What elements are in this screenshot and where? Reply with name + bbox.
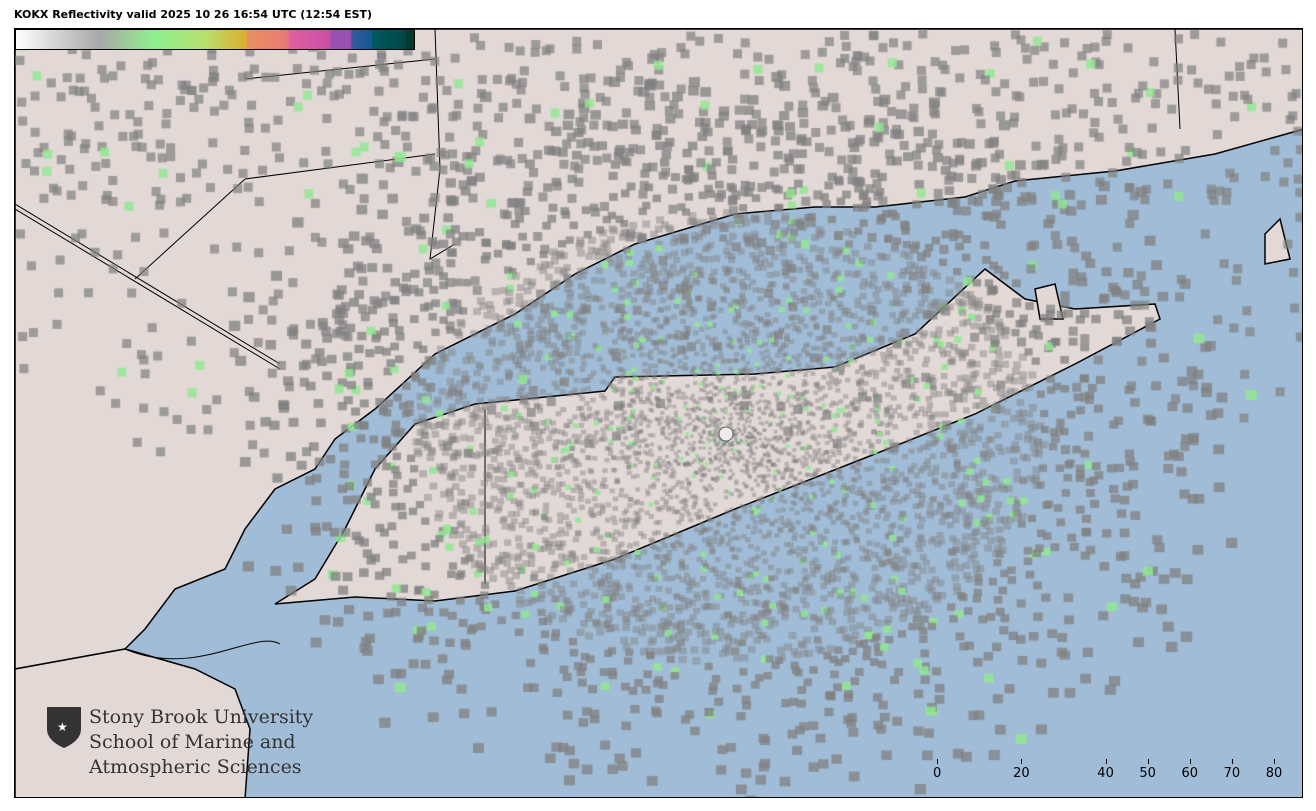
colorbar-tick (1189, 759, 1191, 764)
reflectivity-echoes (15, 29, 1302, 797)
colorbar-tick (1021, 759, 1023, 764)
colorbar-tick-label: 0 (933, 766, 942, 781)
colorbar-tick (1147, 759, 1149, 764)
colorbar-tick (937, 759, 939, 764)
colorbar-tick-label: 70 (1223, 766, 1241, 781)
logo-line: Stony Brook University (89, 706, 314, 728)
colorbar-tick-label: 20 (1013, 766, 1030, 781)
colorbar-tick-label: 80 (1265, 766, 1283, 781)
colorbar (15, 29, 415, 50)
colorbar-tick (1274, 759, 1275, 764)
colorbar-tick-label: 40 (1097, 766, 1114, 781)
shield-icon: ★ (47, 707, 81, 748)
colorbar-tick (1105, 759, 1107, 764)
map-title: KOKX Reflectivity valid 2025 10 26 16:54… (14, 8, 373, 21)
logo-line: School of Marine and (89, 731, 296, 753)
colorbar-tick (1231, 759, 1233, 764)
radar-site-marker (718, 426, 734, 442)
radar-map[interactable]: ★ Stony Brook University School of Marin… (14, 28, 1303, 798)
sbu-logo: ★ Stony Brook University School of Marin… (45, 705, 313, 780)
logo-line: Atmospheric Sciences (89, 756, 302, 778)
colorbar-tick-label: 50 (1139, 766, 1156, 781)
svg-text:★: ★ (57, 720, 68, 734)
colorbar-tick-label: 60 (1181, 766, 1199, 781)
